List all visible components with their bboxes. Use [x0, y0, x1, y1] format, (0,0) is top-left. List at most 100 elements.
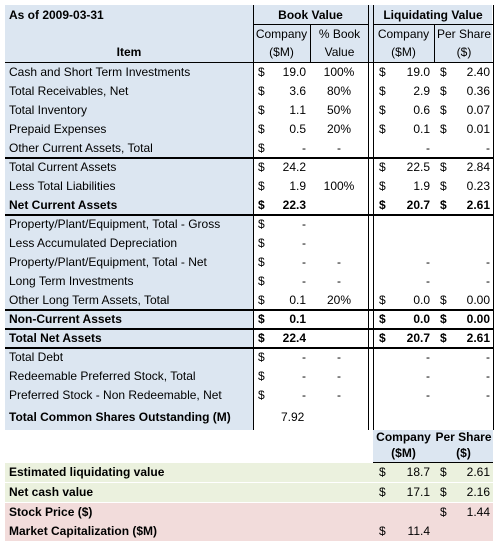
book-currency: $	[258, 312, 265, 326]
liq-currency: $	[379, 160, 386, 174]
book-amount: 1.1	[289, 103, 306, 117]
book-amount: 1.9	[289, 179, 306, 193]
liq-currency: $	[379, 312, 386, 326]
liq-company-unit: ($M)	[391, 45, 416, 59]
divider	[5, 157, 493, 159]
liq-amount: -	[426, 388, 430, 402]
book-amount: -	[302, 217, 306, 231]
item-column-header: Item	[116, 45, 142, 59]
row-label: Less Total Liabilities	[9, 179, 116, 193]
summary-company-currency: $	[379, 485, 386, 499]
liq-amount: 0.0	[413, 312, 430, 326]
book-percent: 50%	[326, 103, 352, 117]
summary-per-share-currency: $	[440, 465, 447, 479]
book-currency: $	[258, 274, 265, 288]
book-currency: $	[258, 198, 265, 212]
divider	[5, 328, 493, 330]
book-percent: -	[337, 388, 341, 402]
divider	[5, 347, 493, 349]
book-amount: 22.4	[282, 331, 306, 345]
liq-amount: 0.6	[413, 103, 430, 117]
per-share-amount: 2.61	[466, 198, 490, 212]
book-amount: 0.1	[289, 312, 306, 326]
per-share-currency: $	[440, 65, 447, 79]
summary-per-share-currency: $	[440, 485, 447, 499]
summary-company-currency: $	[379, 465, 386, 479]
summary-per-share-currency: $	[440, 505, 447, 519]
row-label: Other Current Assets, Total	[9, 141, 153, 155]
liq-amount: 20.7	[406, 198, 430, 212]
liq-amount: -	[426, 369, 430, 383]
per-share-amount: -	[486, 350, 490, 364]
per-share-currency: $	[440, 122, 447, 136]
row-label: Net Current Assets	[9, 198, 118, 212]
summary-company-currency: $	[379, 524, 386, 538]
book-pct-unit: Value	[324, 45, 355, 59]
book-amount: -	[302, 255, 306, 269]
summary-row-background	[5, 483, 493, 502]
per-share-amount: 0.07	[466, 103, 490, 117]
liq-currency: $	[379, 65, 386, 79]
row-label: Total Debt	[9, 350, 64, 364]
row-label: Property/Plant/Equipment, Total - Net	[9, 255, 207, 269]
liq-amount: 1.9	[413, 179, 430, 193]
liq-currency: $	[379, 331, 386, 345]
book-currency: $	[258, 84, 265, 98]
per-share-currency: $	[440, 179, 447, 193]
per-share-amount: -	[486, 369, 490, 383]
liq-currency: $	[379, 103, 386, 117]
per-share-amount: 0.36	[466, 84, 490, 98]
shares-row-background	[5, 406, 253, 429]
liq-company-header: Company	[377, 27, 430, 41]
liq-currency: $	[379, 179, 386, 193]
liq-currency: $	[379, 293, 386, 307]
book-currency: $	[258, 122, 265, 136]
summary-company-amount: 18.7	[406, 465, 430, 479]
liq-per-share-header: Per Share	[436, 27, 492, 41]
book-percent: -	[337, 350, 341, 364]
divider	[373, 5, 374, 430]
liq-amount: 2.9	[413, 84, 430, 98]
book-amount: -	[302, 350, 306, 364]
per-share-currency: $	[440, 331, 447, 345]
book-amount: 3.6	[289, 84, 306, 98]
summary-company-header: Company	[376, 430, 431, 444]
summary-label: Estimated liquidating value	[9, 465, 165, 479]
book-currency: $	[258, 255, 265, 269]
as-of-date: As of 2009-03-31	[9, 8, 104, 22]
summary-per-share-amount: 2.16	[466, 485, 490, 499]
row-label: Redeemable Preferred Stock, Total	[9, 369, 196, 383]
liq-amount: 22.5	[406, 160, 430, 174]
divider	[373, 24, 493, 25]
book-amount: -	[302, 141, 306, 155]
summary-label: Market Capitalization ($M)	[9, 524, 158, 538]
book-amount: 19.0	[282, 65, 306, 79]
liq-amount: -	[426, 350, 430, 364]
book-value-header: Book Value	[278, 8, 343, 22]
summary-row-background	[5, 463, 493, 482]
book-percent: -	[337, 141, 341, 155]
per-share-amount: 0.01	[466, 122, 490, 136]
per-share-amount: 2.61	[466, 331, 490, 345]
book-currency: $	[258, 236, 265, 250]
summary-per-share-amount: 2.61	[466, 465, 490, 479]
row-label: Cash and Short Term Investments	[9, 65, 191, 79]
summary-per-share-amount: 1.44	[466, 505, 490, 519]
book-percent: 20%	[326, 293, 352, 307]
liq-amount: 20.7	[406, 331, 430, 345]
divider	[434, 25, 435, 62]
book-currency: $	[258, 369, 265, 383]
book-company-unit: ($M)	[269, 45, 294, 59]
row-label: Preferred Stock - Non Redeemable, Net	[9, 388, 222, 402]
summary-row-background	[5, 522, 493, 541]
book-company-header: Company	[255, 27, 308, 41]
divider	[368, 5, 369, 430]
liq-amount: 19.0	[406, 65, 430, 79]
summary-header-background	[373, 430, 493, 462]
liq-amount: 0.1	[413, 122, 430, 136]
liq-amount: -	[426, 141, 430, 155]
liq-per-share-unit: ($)	[456, 45, 472, 59]
row-label: Other Long Term Assets, Total	[9, 293, 170, 307]
divider	[310, 25, 311, 62]
per-share-amount: -	[486, 141, 490, 155]
